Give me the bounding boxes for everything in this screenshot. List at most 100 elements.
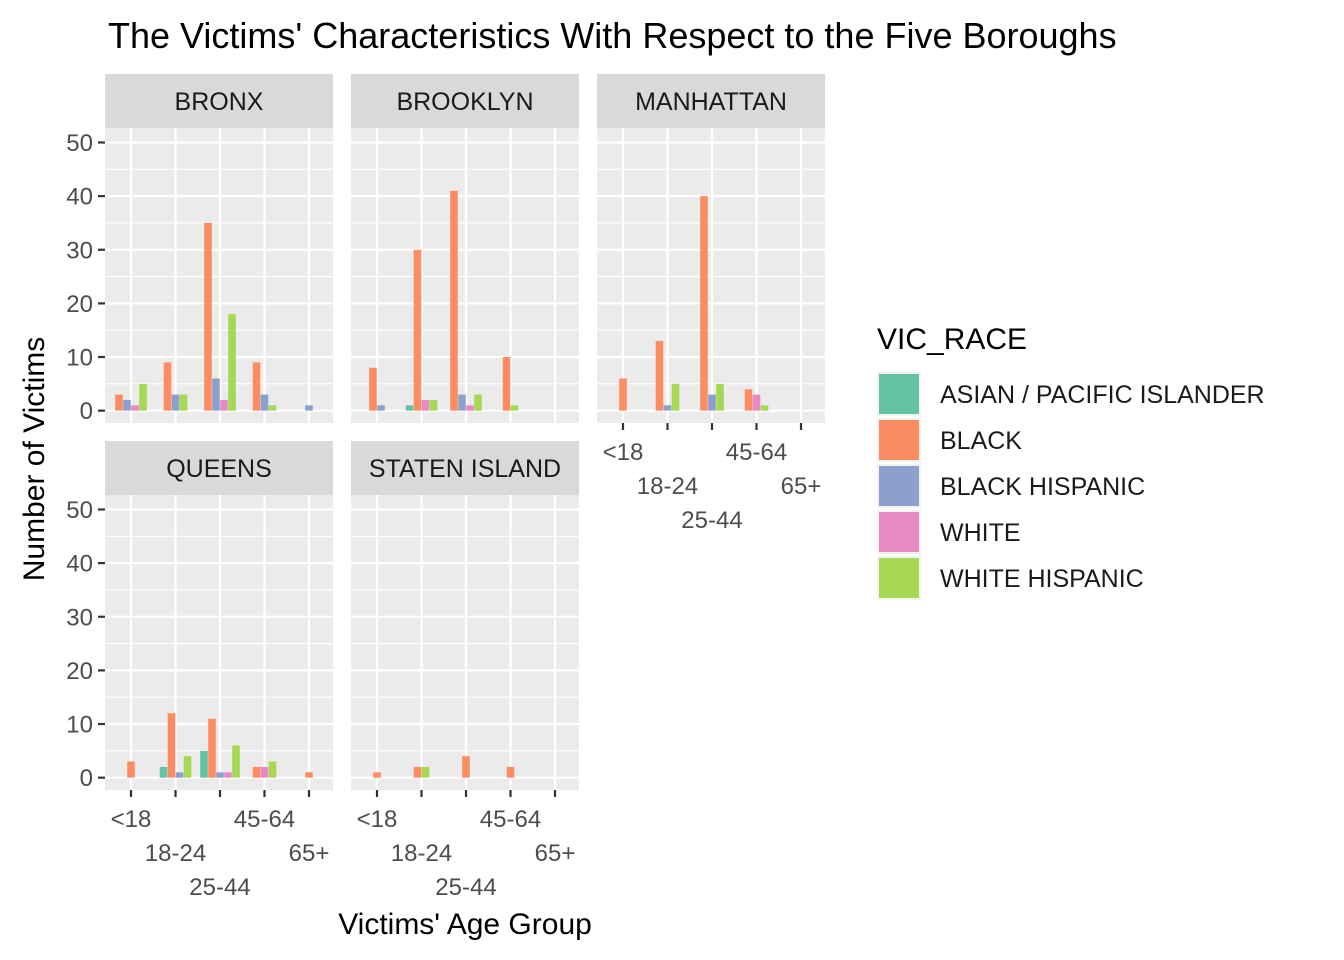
legend-item: ASIAN / PACIFIC ISLANDER bbox=[877, 372, 1265, 416]
facet-panels: BRONX 0 10 20 30 40 50 BROOKLYN MANHATTAN <18 18-2… bbox=[66, 74, 825, 901]
bar bbox=[224, 772, 232, 778]
bar bbox=[450, 190, 458, 411]
x-axis-title: Victims' Age Group bbox=[338, 908, 592, 941]
facet-strip bbox=[105, 441, 333, 495]
bar bbox=[175, 772, 184, 778]
facet-panel-queens: QUEENS 0 10 20 30 40 50 <18 18-24 25-44 45-64 65+ bbox=[66, 441, 333, 901]
bar bbox=[421, 399, 430, 411]
bar bbox=[413, 766, 422, 778]
bar bbox=[260, 766, 269, 778]
bar bbox=[179, 394, 188, 411]
facet-strip bbox=[351, 74, 579, 128]
bar bbox=[171, 394, 180, 411]
legend-label: BLACK bbox=[940, 427, 1022, 455]
x-tick-label: <18 bbox=[603, 439, 644, 466]
bar bbox=[200, 750, 208, 778]
y-tick-label: 50 bbox=[66, 130, 93, 157]
x-tick-label: 65+ bbox=[289, 840, 330, 867]
x-tick-label: 45-64 bbox=[234, 806, 295, 833]
bar bbox=[405, 405, 414, 411]
bar bbox=[115, 394, 123, 411]
bar bbox=[462, 756, 470, 778]
legend-label: WHITE HISPANIC bbox=[940, 565, 1144, 593]
y-tick-label: 50 bbox=[66, 497, 93, 524]
bar bbox=[127, 761, 135, 778]
facet-strip-label: QUEENS bbox=[166, 455, 272, 483]
x-tick-label: 45-64 bbox=[480, 806, 541, 833]
bar bbox=[260, 394, 269, 411]
bar bbox=[663, 405, 672, 411]
legend-items: ASIAN / PACIFIC ISLANDER BLACK BLACK HISPA… bbox=[877, 372, 1265, 600]
bar bbox=[208, 718, 216, 778]
legend-swatch bbox=[879, 420, 919, 460]
facet-strip-label: STATEN ISLAND bbox=[369, 455, 561, 483]
legend-item: BLACK HISPANIC bbox=[877, 464, 1145, 508]
y-tick-label: 40 bbox=[66, 551, 93, 578]
bar bbox=[502, 357, 511, 411]
facet-strip bbox=[105, 74, 333, 128]
y-tick-label: 10 bbox=[66, 712, 93, 739]
x-tick-label: 25-44 bbox=[435, 874, 496, 901]
x-tick-label: 65+ bbox=[781, 473, 822, 500]
x-tick-label: <18 bbox=[111, 806, 152, 833]
y-tick-label: 40 bbox=[66, 184, 93, 211]
facet-strip bbox=[351, 441, 579, 495]
bar bbox=[429, 399, 438, 411]
bar bbox=[131, 405, 139, 411]
bar bbox=[700, 196, 708, 411]
legend-label: ASIAN / PACIFIC ISLANDER bbox=[940, 381, 1265, 409]
bar bbox=[163, 362, 172, 411]
bar bbox=[708, 394, 716, 411]
bar bbox=[123, 399, 131, 411]
facet-panel-bronx: BRONX 0 10 20 30 40 50 bbox=[66, 74, 333, 425]
bar bbox=[510, 405, 519, 411]
facet-strip-label: BROOKLYN bbox=[396, 88, 533, 116]
x-tick-label: 18-24 bbox=[391, 840, 452, 867]
bar bbox=[252, 362, 261, 411]
bar bbox=[369, 367, 377, 411]
chart-title: The Victims' Characteristics With Respec… bbox=[108, 15, 1117, 56]
bar bbox=[760, 405, 769, 411]
y-tick-label: 0 bbox=[80, 765, 93, 792]
legend-title: VIC_RACE bbox=[877, 323, 1027, 356]
y-tick-label: 30 bbox=[66, 237, 93, 264]
legend-item: BLACK bbox=[877, 418, 1022, 462]
legend-label: BLACK HISPANIC bbox=[940, 473, 1145, 501]
x-tick-label: 18-24 bbox=[637, 473, 698, 500]
facet-panel-staten-island: STATEN ISLAND <18 18-24 25-44 45-64 65+ bbox=[351, 441, 579, 901]
bar bbox=[305, 772, 313, 778]
bar bbox=[506, 766, 515, 778]
x-tick-label: 45-64 bbox=[726, 439, 787, 466]
bar bbox=[373, 772, 381, 778]
y-tick-label: 0 bbox=[80, 398, 93, 425]
bar bbox=[671, 383, 680, 411]
x-tick-label: 65+ bbox=[535, 840, 576, 867]
bar bbox=[716, 383, 724, 411]
bar bbox=[474, 394, 482, 411]
legend-swatch bbox=[879, 466, 919, 506]
bar bbox=[619, 378, 627, 411]
legend: VIC_RACE ASIAN / PACIFIC ISLANDER BLACK BL… bbox=[877, 323, 1265, 600]
x-tick-label: 25-44 bbox=[189, 874, 250, 901]
legend-swatch bbox=[879, 374, 919, 414]
y-axis-title: Number of Victims bbox=[18, 337, 51, 582]
bar bbox=[458, 394, 466, 411]
legend-swatch bbox=[879, 558, 919, 598]
legend-item: WHITE HISPANIC bbox=[877, 556, 1144, 600]
bar bbox=[268, 405, 277, 411]
bar bbox=[167, 713, 176, 778]
y-tick-label: 10 bbox=[66, 345, 93, 372]
bar bbox=[159, 766, 168, 778]
bar bbox=[377, 405, 385, 411]
facet-strip-label: BRONX bbox=[175, 88, 264, 116]
bar bbox=[421, 766, 430, 778]
legend-label: WHITE bbox=[940, 519, 1021, 547]
bar bbox=[752, 394, 761, 411]
facet-strip bbox=[597, 74, 825, 128]
bar bbox=[744, 389, 753, 411]
bar bbox=[204, 222, 212, 411]
y-tick-label: 20 bbox=[66, 291, 93, 318]
bar bbox=[220, 399, 228, 411]
bar bbox=[268, 761, 277, 778]
